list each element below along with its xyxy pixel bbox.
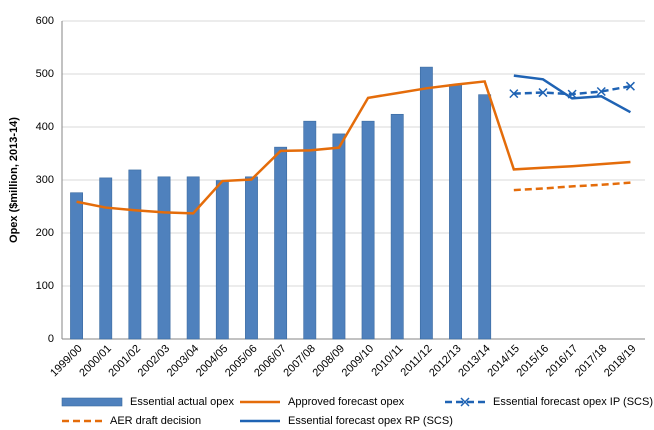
x-tick-label: 2010/11 [369,343,405,379]
bar [99,177,113,340]
bar [449,84,462,340]
legend-item: Essential forecast opex IP (SCS) [445,396,653,408]
legend-label: AER draft decision [110,415,201,427]
point-marker [625,81,635,91]
bar [70,192,83,340]
legend-marker [460,397,470,407]
y-tick-label: 400 [36,121,54,133]
point-marker [596,86,606,97]
bar [186,176,200,340]
legend-item: Essential actual opex [61,396,234,408]
bar [390,113,404,340]
y-tick-label: 300 [36,174,54,186]
bar [478,94,492,340]
legend-label: Approved forecast opex [288,396,405,408]
legend-label: Essential forecast opex RP (SCS) [288,415,453,427]
point-marker-stroke [538,88,548,98]
legend-label: Essential actual opex [130,396,234,408]
line [513,181,631,192]
legend-item: Essential forecast opex RP (SCS) [240,415,453,427]
bar [157,176,171,340]
legend-swatch [61,397,123,407]
x-tick-label: 2009/10 [340,343,377,380]
bar [274,146,288,340]
legend-item: AER draft decision [62,415,201,427]
y-tick-label: 200 [36,227,54,239]
line [513,84,631,96]
point-marker [538,88,548,98]
bar [361,120,375,340]
point-marker-stroke [509,89,519,99]
bar [419,66,433,340]
point-marker-stroke [596,86,606,97]
y-tick-label: 100 [36,280,54,292]
point-marker-stroke [625,81,635,91]
bar [245,176,258,340]
y-axis-label: Opex ($million, 2013-14) [8,117,20,243]
legend-item: Approved forecast opex [240,396,405,408]
x-tick-label: 2018/19 [602,343,639,380]
y-tick-label: 0 [48,333,54,345]
bar [128,169,142,340]
bar [215,180,229,340]
y-tick-label: 500 [36,68,54,80]
line [513,74,632,114]
bar [332,133,346,340]
point-marker [509,89,519,99]
bar [303,120,317,340]
legend-label: Essential forecast opex IP (SCS) [493,396,653,408]
y-tick-label: 600 [36,15,54,27]
line [76,80,631,215]
